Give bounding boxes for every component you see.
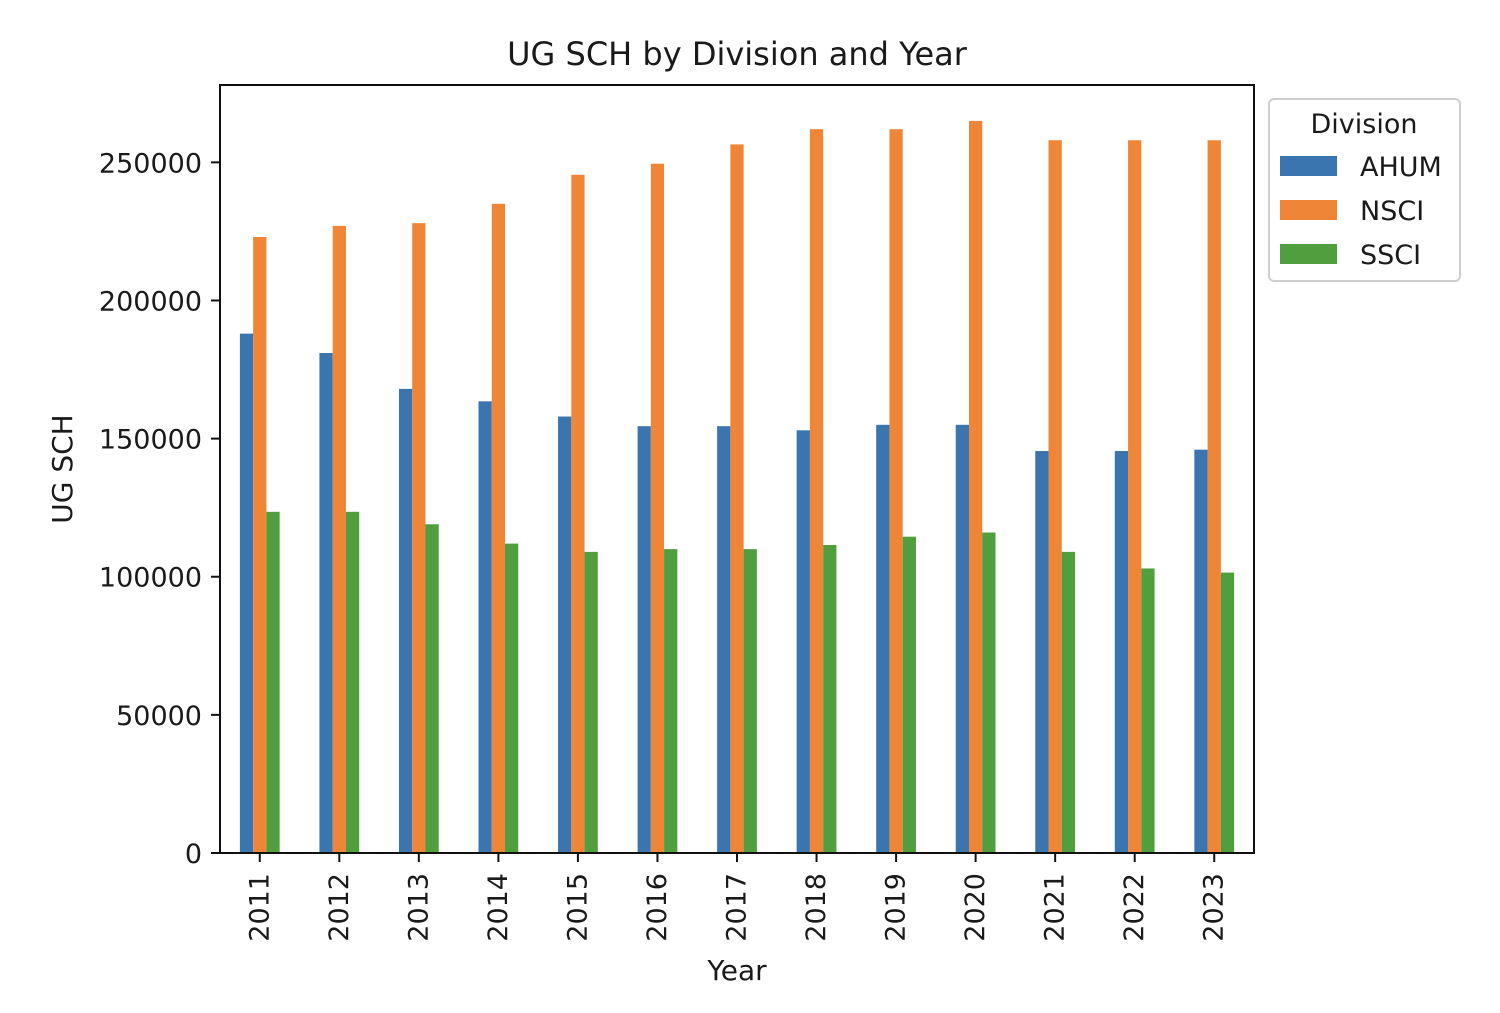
plot-bars [239,120,1235,854]
bar-ahum-2018 [796,430,810,853]
y-tick-label: 100000 [99,563,202,594]
bar-ssci-2012 [345,511,360,853]
bar-ssci-2023 [1220,572,1235,853]
chart-title: UG SCH by Division and Year [507,35,968,73]
bar-nsci-2016 [650,163,665,854]
y-tick-label: 150000 [99,425,202,456]
x-tick-label: 2022 [1119,873,1150,942]
x-tick-label: 2017 [722,873,753,942]
bar-ssci-2016 [664,549,678,853]
bar-ahum-2020 [955,424,969,853]
bar-ahum-2016 [637,426,651,853]
bar-ahum-2021 [1035,451,1049,853]
bar-ssci-2015 [584,551,598,853]
legend-label-ssci: SSCI [1360,240,1421,271]
x-tick-label: 2015 [562,873,593,942]
y-axis: 0 50000 100000 150000 200000 250000 [99,148,220,870]
bar-ahum-2022 [1114,451,1129,853]
legend-frame [1268,98,1461,282]
legend-swatch-ahum [1280,156,1337,176]
bar-ahum-2013 [398,388,413,853]
bar-ahum-2019 [876,424,890,853]
x-tick-label: 2012 [324,873,355,942]
bar-nsci-2018 [809,129,824,853]
y-tick-label: 250000 [99,148,202,179]
legend-title: Division [1311,109,1418,140]
x-tick-label: 2011 [244,873,275,942]
x-tick-label: 2013 [403,873,434,942]
legend-label-ahum: AHUM [1360,152,1442,183]
legend: Division AHUM NSCI SSCI [1268,98,1461,282]
bar-nsci-2013 [412,223,426,853]
bar-ahum-2011 [239,333,254,853]
x-tick-label: 2020 [960,873,991,942]
y-tick-label: 50000 [116,701,202,732]
bar-ssci-2011 [266,511,280,853]
bar-nsci-2019 [889,129,903,853]
bar-ssci-2022 [1141,568,1155,853]
bar-nsci-2023 [1207,140,1221,853]
x-tick-label: 2019 [881,873,912,942]
bar-ssci-2019 [902,536,916,853]
bar-nsci-2012 [332,225,346,853]
bar-nsci-2021 [1048,140,1062,853]
bar-nsci-2014 [491,203,506,854]
bar-nsci-2011 [253,236,267,853]
x-axis-label: Year [706,954,767,987]
x-tick-label: 2021 [1040,873,1071,942]
x-tick-label: 2014 [483,873,514,942]
x-tick-label: 2023 [1199,873,1230,942]
bar-ahum-2014 [478,401,492,853]
x-axis: 2011 2012 2013 2014 2015 2016 2017 2018 2019 2020… [244,853,1230,942]
y-axis-label: UG SCH [46,414,79,523]
bar-ssci-2021 [1061,551,1076,853]
y-tick-label: 200000 [99,286,202,317]
bar-ahum-2012 [319,352,333,853]
y-tick-label: 0 [185,839,202,870]
bar-nsci-2020 [968,120,983,853]
bar-ssci-2014 [505,543,519,853]
legend-label-nsci: NSCI [1360,196,1424,227]
bar-ahum-2015 [558,416,572,853]
x-tick-label: 2016 [642,873,673,942]
bar-ssci-2018 [823,544,837,853]
x-tick-label: 2018 [801,873,832,942]
bar-ahum-2023 [1194,449,1208,853]
bar-nsci-2015 [571,174,585,853]
bar-nsci-2022 [1128,140,1142,853]
bar-nsci-2017 [730,144,744,853]
bar-ssci-2020 [982,532,996,853]
legend-swatch-nsci [1280,200,1337,220]
bar-ahum-2017 [717,426,731,853]
legend-swatch-ssci [1280,244,1337,264]
bar-ssci-2013 [425,524,439,853]
bar-ssci-2017 [743,549,757,853]
